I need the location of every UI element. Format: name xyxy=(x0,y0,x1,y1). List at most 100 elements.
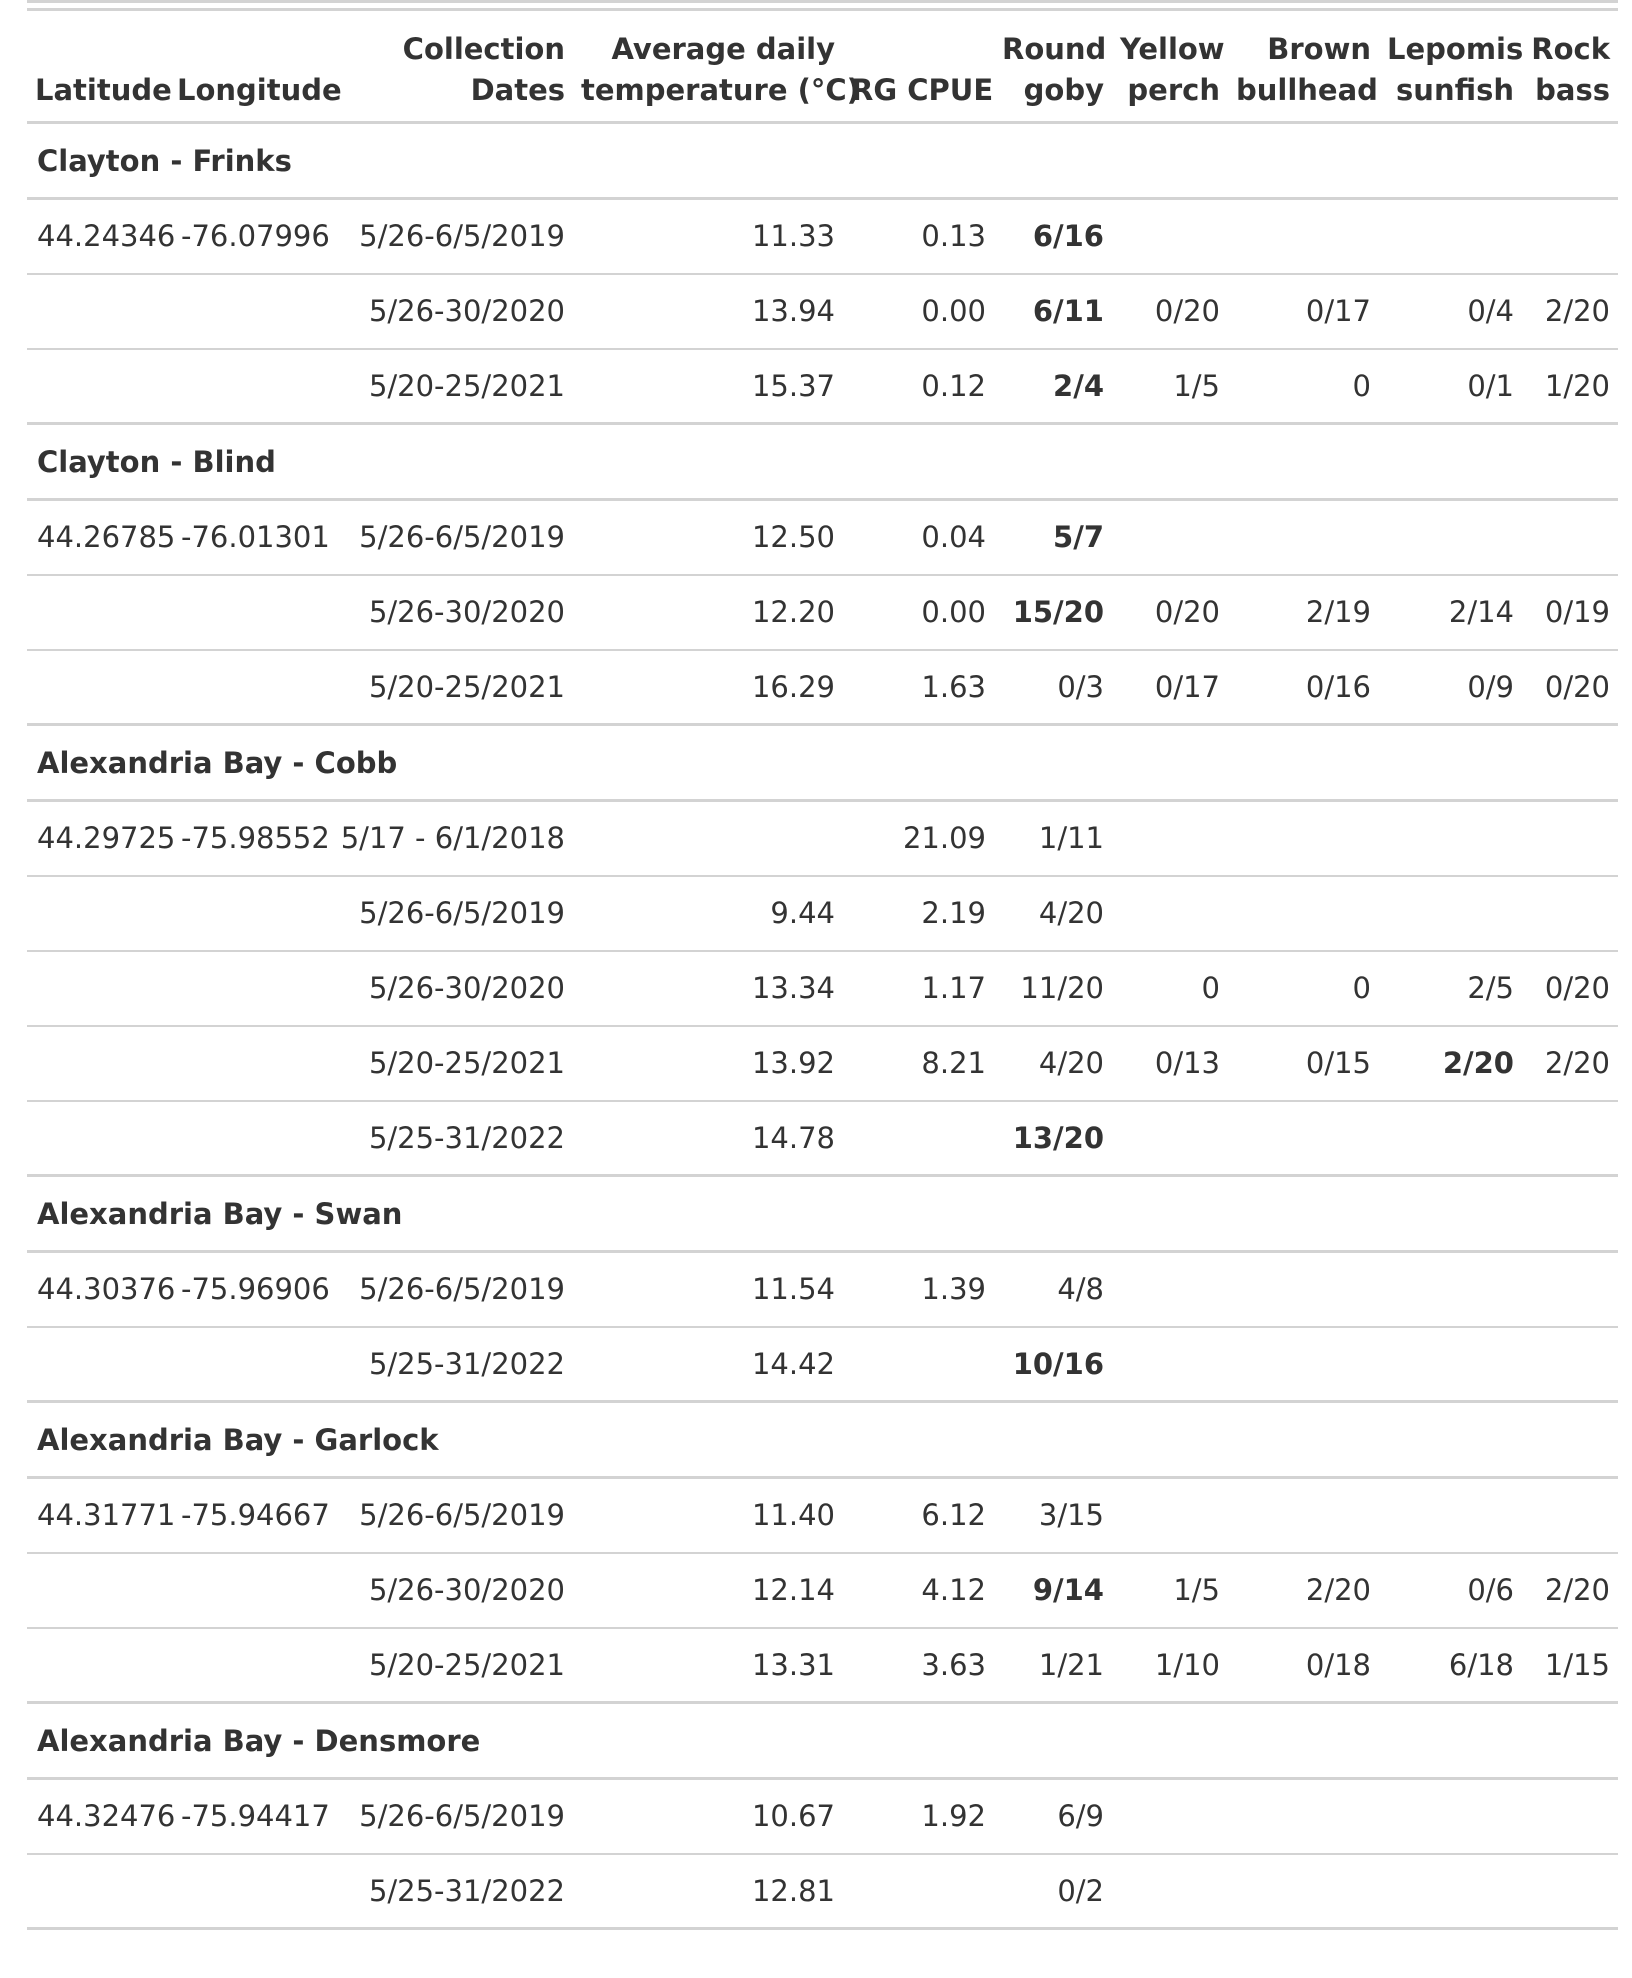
cell-rg-cpue: 6.12 xyxy=(843,1477,994,1554)
cell-rock-bass xyxy=(1522,800,1618,877)
group-label: Alexandria Bay - Garlock xyxy=(27,1401,1618,1479)
cell-brown-bullhead xyxy=(1228,800,1379,877)
cell-brown-bullhead xyxy=(1228,1778,1379,1855)
cell-latitude: 44.29725 xyxy=(27,800,175,877)
group-row: Alexandria Bay - Garlock xyxy=(27,1401,1618,1479)
cell-rg-cpue: 4.12 xyxy=(843,1552,994,1629)
header-collection-dates-line2: Dates xyxy=(470,73,565,107)
cell-round-goby: 15/20 xyxy=(994,574,1112,651)
cell-latitude xyxy=(27,1853,169,1930)
cell-yellow-perch xyxy=(1112,1853,1228,1930)
header-longitude[interactable]: Longitude xyxy=(169,0,342,124)
cell-yellow-perch: 1/5 xyxy=(1112,1552,1228,1629)
cell-temperature: 11.54 xyxy=(573,1251,843,1328)
header-yellow-perch[interactable]: Yellow perch xyxy=(1112,0,1228,124)
cell-collection-dates: 5/20-25/2021 xyxy=(321,348,573,425)
cell-round-goby: 6/9 xyxy=(994,1778,1112,1855)
cell-rg-cpue: 0.00 xyxy=(843,273,994,350)
cell-brown-bullhead xyxy=(1228,198,1379,275)
cell-latitude xyxy=(27,1326,169,1403)
cell-collection-dates: 5/26-6/5/2019 xyxy=(321,1778,573,1855)
cell-temperature: 12.14 xyxy=(573,1552,843,1629)
cell-temperature: 12.81 xyxy=(573,1853,843,1930)
cell-collection-dates: 5/20-25/2021 xyxy=(321,1025,573,1102)
cell-temperature: 13.94 xyxy=(573,273,843,350)
cell-lepomis-sunfish xyxy=(1379,1251,1522,1328)
cell-lepomis-sunfish xyxy=(1379,499,1522,576)
data-table-container: Latitude Longitude Collection Dates Aver… xyxy=(27,0,1618,1930)
cell-collection-dates: 5/25-31/2022 xyxy=(321,1853,573,1930)
cell-latitude: 44.24346 xyxy=(27,198,175,275)
cell-yellow-perch: 0/20 xyxy=(1112,273,1228,350)
header-brown-bullhead[interactable]: Brown bullhead xyxy=(1228,0,1379,124)
cell-longitude xyxy=(169,1552,321,1629)
cell-temperature: 15.37 xyxy=(573,348,843,425)
cell-temperature: 10.67 xyxy=(573,1778,843,1855)
cell-temperature: 16.29 xyxy=(573,649,843,726)
cell-lepomis-sunfish xyxy=(1379,1100,1522,1177)
cell-temperature: 9.44 xyxy=(573,875,843,952)
cell-brown-bullhead: 2/19 xyxy=(1228,574,1379,651)
cell-yellow-perch xyxy=(1112,1778,1228,1855)
cell-yellow-perch: 0 xyxy=(1112,950,1228,1027)
cell-collection-dates: 5/25-31/2022 xyxy=(321,1100,573,1177)
cell-latitude xyxy=(27,1100,169,1177)
cell-rock-bass: 0/20 xyxy=(1522,950,1618,1027)
cell-longitude: -76.01301 xyxy=(169,499,330,576)
cell-round-goby: 0/2 xyxy=(994,1853,1112,1930)
cell-brown-bullhead: 0 xyxy=(1228,348,1379,425)
cell-longitude: -75.96906 xyxy=(169,1251,330,1328)
cell-collection-dates: 5/17 - 6/1/2018 xyxy=(321,800,573,877)
cell-rg-cpue: 0.00 xyxy=(843,574,994,651)
cell-collection-dates: 5/20-25/2021 xyxy=(321,1627,573,1704)
table-row: 5/20-25/2021 13.31 3.63 1/21 1/10 0/18 6/18 1/1… xyxy=(27,1627,1618,1704)
header-rock-bass[interactable]: Rock bass xyxy=(1522,0,1618,124)
cell-lepomis-sunfish xyxy=(1379,1326,1522,1403)
cell-longitude xyxy=(169,1326,321,1403)
cell-collection-dates: 5/26-6/5/2019 xyxy=(321,1251,573,1328)
header-brown-bullhead-line2: bullhead xyxy=(1236,73,1378,107)
cell-latitude: 44.31771 xyxy=(27,1477,175,1554)
table-row: 5/25-31/2022 12.81 0/2 xyxy=(27,1853,1618,1930)
group-label: Clayton - Blind xyxy=(27,423,1618,501)
header-collection-dates[interactable]: Collection Dates xyxy=(321,0,573,124)
header-lepomis-sunfish[interactable]: Lepomis sunfish xyxy=(1379,0,1523,124)
cell-rock-bass xyxy=(1522,1778,1618,1855)
cell-collection-dates: 5/26-6/5/2019 xyxy=(321,875,573,952)
cell-lepomis-sunfish: 0/6 xyxy=(1379,1552,1522,1629)
cell-temperature: 14.78 xyxy=(573,1100,843,1177)
header-rg-cpue-label: RG CPUE xyxy=(851,73,994,107)
cell-rg-cpue: 1.17 xyxy=(843,950,994,1027)
cell-rg-cpue: 0.13 xyxy=(843,198,994,275)
header-rg-cpue[interactable]: RG CPUE xyxy=(843,0,994,124)
header-latitude[interactable]: Latitude xyxy=(27,0,172,124)
cell-latitude xyxy=(27,348,169,425)
cell-collection-dates: 5/26-6/5/2019 xyxy=(321,1477,573,1554)
table-row: 5/25-31/2022 14.78 13/20 xyxy=(27,1100,1618,1177)
cell-round-goby: 11/20 xyxy=(994,950,1112,1027)
group-row: Alexandria Bay - Swan xyxy=(27,1175,1618,1253)
cell-longitude xyxy=(169,950,321,1027)
table-row: 44.32476 -75.94417 5/26-6/5/2019 10.67 1.92 6… xyxy=(27,1778,1618,1855)
header-round-goby[interactable]: Round goby xyxy=(994,0,1112,124)
header-brown-bullhead-line1: Brown xyxy=(1267,32,1371,66)
cell-round-goby: 10/16 xyxy=(994,1326,1112,1403)
cell-round-goby: 5/7 xyxy=(994,499,1112,576)
cell-yellow-perch: 0/17 xyxy=(1112,649,1228,726)
cell-brown-bullhead xyxy=(1228,1326,1379,1403)
cell-rock-bass xyxy=(1522,499,1618,576)
cell-round-goby: 0/3 xyxy=(994,649,1112,726)
cell-rg-cpue: 0.04 xyxy=(843,499,994,576)
cell-yellow-perch: 1/5 xyxy=(1112,348,1228,425)
cell-longitude xyxy=(169,348,321,425)
table-row: 44.31771 -75.94667 5/26-6/5/2019 11.40 6.12 3… xyxy=(27,1477,1618,1554)
header-temperature[interactable]: Average daily temperature (°C) xyxy=(573,0,860,124)
cell-temperature: 12.50 xyxy=(573,499,843,576)
header-round-goby-line1: Round xyxy=(1002,32,1107,66)
cell-brown-bullhead xyxy=(1228,875,1379,952)
cell-brown-bullhead: 0 xyxy=(1228,950,1379,1027)
cell-round-goby: 4/20 xyxy=(994,1025,1112,1102)
group-row: Clayton - Frinks xyxy=(27,122,1618,200)
cell-yellow-perch xyxy=(1112,1477,1228,1554)
cell-brown-bullhead xyxy=(1228,1477,1379,1554)
